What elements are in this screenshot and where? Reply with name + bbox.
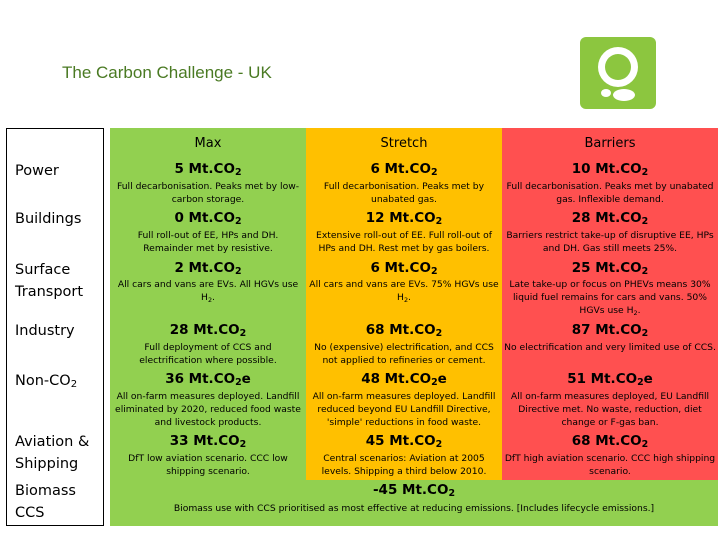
barriers-column: Barriers 10 Mt.CO2 Full decarbonisation.… [502, 128, 718, 526]
nonco2-barriers-desc: All on-farm measures deployed, EU Landfi… [510, 391, 710, 428]
nonco2-barriers-value: 51 Mt.CO2e [567, 371, 653, 388]
buildings-max-value: 0 Mt.CO2 [174, 210, 242, 227]
column-header-max: Max [194, 136, 222, 151]
sector-label-column: Power Buildings Surface Transport Indust… [6, 128, 104, 526]
buildings-stretch-desc: Extensive roll-out of EE. Full roll-out … [316, 230, 492, 254]
aviation-stretch-value: 45 Mt.CO2 [365, 433, 443, 450]
power-stretch-desc: Full decarbonisation. Peaks met by unaba… [323, 181, 485, 205]
industry-max-value: 28 Mt.CO2 [169, 322, 247, 339]
industry-max-desc: Full deployment of CCS and electrificati… [139, 342, 277, 366]
page-title: The Carbon Challenge - UK [62, 63, 272, 82]
industry-stretch-desc: No (expensive) electrification, and CCS … [314, 342, 494, 366]
biomass-desc: Biomass use with CCS prioritised as most… [173, 503, 655, 514]
carbon-table: Power Buildings Surface Transport Indust… [6, 128, 718, 526]
max-column: Max 5 Mt.CO2 Full decarbonisation. Peaks… [110, 128, 306, 526]
green-leaf-logo [580, 37, 656, 109]
transport-barriers-value: 25 Mt.CO2 [571, 260, 649, 277]
row-label-non-co2: Non-CO2 [15, 373, 78, 390]
power-barriers-desc: Full decarbonisation. Peaks met by unaba… [506, 181, 714, 205]
transport-stretch-desc: All cars and vans are EVs. 75% HGVs use … [309, 279, 499, 304]
power-stretch-value: 6 Mt.CO2 [370, 161, 438, 178]
nonco2-max-value: 36 Mt.CO2e [165, 371, 251, 388]
aviation-stretch-desc: Central scenarios: Aviation at 2005 leve… [321, 453, 487, 477]
aviation-barriers-value: 68 Mt.CO2 [571, 433, 649, 450]
column-header-stretch: Stretch [380, 136, 428, 151]
buildings-barriers-desc: Barriers restrict take-up of disruptive … [506, 230, 714, 254]
nonco2-stretch-desc: All on-farm measures deployed. Landfill … [312, 391, 496, 428]
power-max-desc: Full decarbonisation. Peaks met by low-c… [116, 181, 300, 205]
column-header-barriers: Barriers [584, 136, 636, 151]
nonco2-max-desc: All on-farm measures deployed. Landfill … [115, 391, 301, 428]
industry-barriers-value: 87 Mt.CO2 [571, 322, 649, 339]
row-label-buildings: Buildings [15, 211, 82, 227]
stretch-column: Stretch 6 Mt.CO2 Full decarbonisation. P… [306, 128, 502, 526]
transport-max-value: 2 Mt.CO2 [174, 260, 242, 277]
biomass-value: -45 Mt.CO2 [372, 482, 456, 499]
nonco2-stretch-value: 48 Mt.CO2e [361, 371, 447, 388]
power-max-value: 5 Mt.CO2 [174, 161, 242, 178]
row-label-aviation-shipping: Aviation & Shipping [15, 434, 90, 472]
buildings-barriers-value: 28 Mt.CO2 [571, 210, 649, 227]
power-barriers-value: 10 Mt.CO2 [571, 161, 649, 178]
industry-stretch-value: 68 Mt.CO2 [365, 322, 443, 339]
row-label-surface-transport: Surface Transport [15, 262, 84, 300]
biomass-ccs-row: -45 Mt.CO2 Biomass use with CCS prioriti… [110, 480, 718, 526]
aviation-barriers-desc: DfT high aviation scenario. CCC high shi… [504, 453, 716, 477]
transport-stretch-value: 6 Mt.CO2 [370, 260, 438, 277]
transport-max-desc: All cars and vans are EVs. All HGVs use … [117, 279, 299, 304]
aviation-max-desc: DfT low aviation scenario. CCC low shipp… [128, 453, 288, 477]
transport-barriers-desc: Late take-up or focus on PHEVs means 30%… [509, 279, 711, 317]
aviation-max-value: 33 Mt.CO2 [169, 433, 247, 450]
row-label-power: Power [15, 163, 59, 179]
row-label-biomass-ccs: Biomass CCS [15, 483, 76, 521]
row-label-industry: Industry [15, 323, 75, 339]
buildings-stretch-value: 12 Mt.CO2 [365, 210, 443, 227]
buildings-max-desc: Full roll-out of EE, HPs and DH. Remaind… [137, 230, 279, 254]
industry-barriers-desc: No electrification and very limited use … [504, 342, 716, 353]
